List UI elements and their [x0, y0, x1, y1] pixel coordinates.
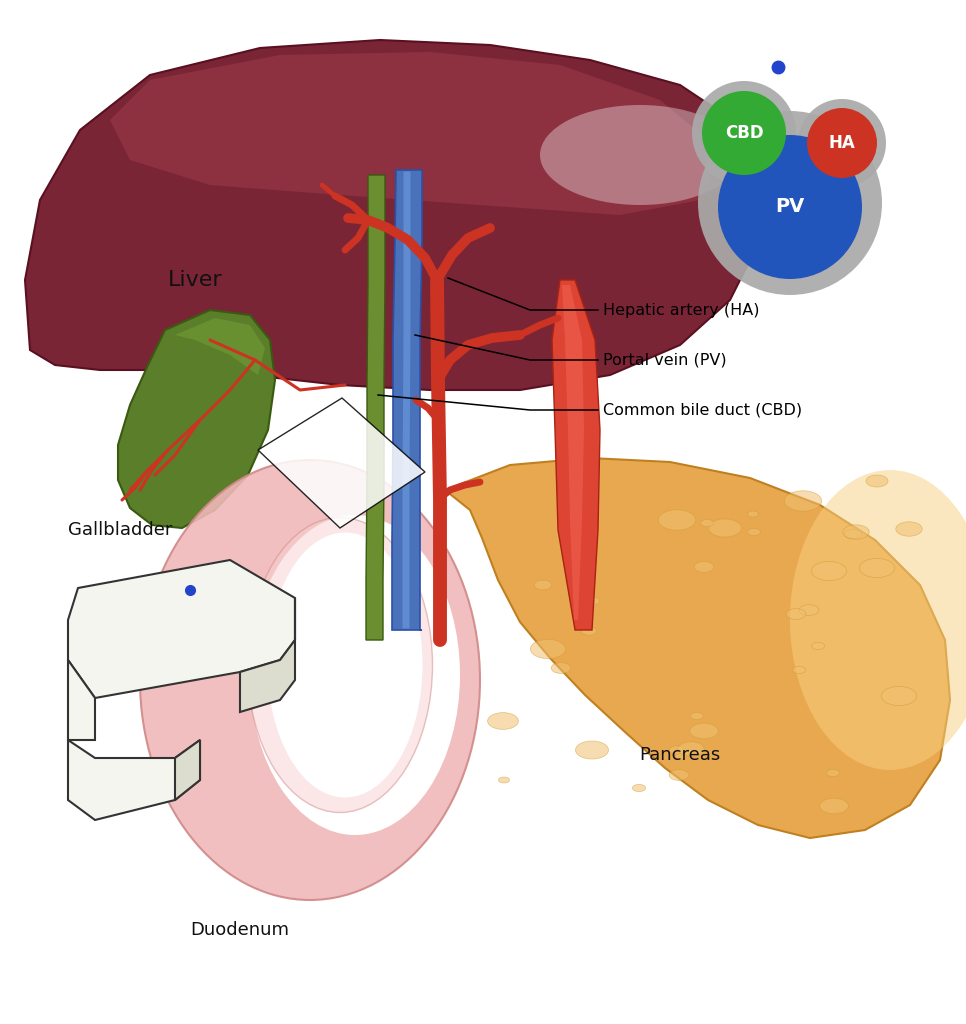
Ellipse shape — [842, 524, 869, 540]
Circle shape — [718, 135, 862, 279]
Polygon shape — [68, 660, 95, 740]
Ellipse shape — [551, 663, 571, 674]
Polygon shape — [25, 40, 770, 390]
Ellipse shape — [690, 723, 719, 738]
Polygon shape — [175, 318, 265, 375]
Ellipse shape — [675, 753, 687, 759]
Ellipse shape — [530, 639, 566, 658]
Ellipse shape — [576, 741, 609, 759]
Polygon shape — [445, 458, 950, 838]
Ellipse shape — [844, 529, 862, 539]
Text: Pancreas: Pancreas — [639, 746, 721, 764]
Polygon shape — [562, 285, 584, 620]
Ellipse shape — [784, 490, 822, 511]
Ellipse shape — [540, 105, 740, 205]
Circle shape — [692, 81, 796, 185]
Text: Portal vein (PV): Portal vein (PV) — [603, 352, 726, 368]
Ellipse shape — [582, 627, 597, 635]
Polygon shape — [392, 170, 422, 630]
Ellipse shape — [799, 604, 819, 615]
Ellipse shape — [895, 522, 923, 537]
Polygon shape — [175, 740, 200, 800]
Circle shape — [807, 108, 877, 178]
Ellipse shape — [584, 597, 600, 605]
Ellipse shape — [860, 558, 895, 578]
Ellipse shape — [250, 515, 460, 835]
Ellipse shape — [866, 475, 888, 487]
Circle shape — [698, 111, 882, 295]
Ellipse shape — [695, 561, 714, 572]
Circle shape — [798, 99, 886, 187]
Ellipse shape — [700, 519, 714, 526]
Text: CBD: CBD — [724, 124, 763, 142]
Circle shape — [702, 91, 786, 175]
Text: Liver: Liver — [168, 270, 222, 290]
Ellipse shape — [881, 686, 917, 706]
Polygon shape — [552, 280, 600, 630]
Ellipse shape — [748, 528, 760, 536]
Text: Hepatic artery (HA): Hepatic artery (HA) — [603, 302, 759, 317]
Ellipse shape — [247, 517, 433, 812]
Ellipse shape — [708, 519, 742, 537]
Polygon shape — [258, 398, 425, 528]
Ellipse shape — [534, 581, 552, 590]
Text: Gallbladder: Gallbladder — [68, 521, 172, 539]
Ellipse shape — [678, 741, 704, 756]
Ellipse shape — [811, 561, 846, 581]
Ellipse shape — [268, 532, 422, 798]
Ellipse shape — [811, 642, 825, 649]
Ellipse shape — [669, 745, 685, 755]
Polygon shape — [68, 740, 200, 820]
Ellipse shape — [792, 667, 806, 674]
Ellipse shape — [691, 713, 703, 720]
Polygon shape — [240, 598, 295, 712]
Ellipse shape — [498, 777, 509, 783]
Polygon shape — [118, 310, 275, 528]
Text: PV: PV — [776, 198, 805, 216]
Ellipse shape — [658, 510, 696, 530]
Ellipse shape — [140, 460, 480, 900]
Ellipse shape — [826, 769, 839, 776]
Ellipse shape — [633, 784, 645, 792]
Polygon shape — [366, 175, 385, 640]
Polygon shape — [110, 52, 720, 215]
Ellipse shape — [786, 608, 806, 620]
Text: HA: HA — [829, 134, 855, 152]
Polygon shape — [68, 560, 295, 698]
Ellipse shape — [669, 770, 689, 780]
Text: Duodenum: Duodenum — [190, 921, 290, 939]
Ellipse shape — [748, 511, 758, 517]
Ellipse shape — [488, 713, 519, 729]
Ellipse shape — [790, 470, 966, 770]
Ellipse shape — [820, 798, 848, 814]
Text: Common bile duct (CBD): Common bile duct (CBD) — [603, 402, 802, 418]
